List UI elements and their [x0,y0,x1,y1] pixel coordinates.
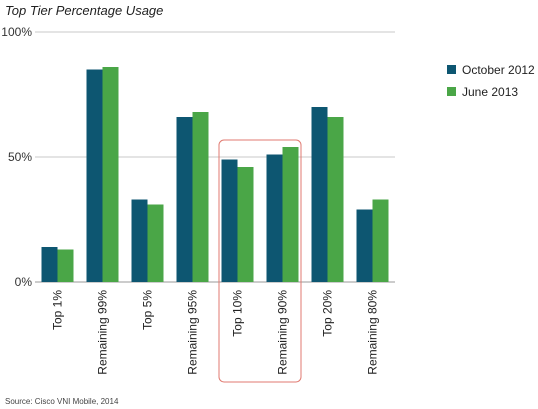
chart-title: Top Tier Percentage Usage [5,3,164,18]
bar [192,112,209,282]
bar [131,199,148,282]
x-tick-label: Top 1% [51,290,65,330]
bar [102,67,119,282]
bar [221,159,238,282]
legend-label-june-2013: June 2013 [462,84,519,99]
bar [266,154,283,282]
legend-label-october-2012: October 2012 [462,62,535,77]
highlight-box [218,139,302,383]
bar [356,209,373,282]
legend-item-october-2012: October 2012 [447,61,535,78]
x-tick-label: Remaining 99% [96,290,110,375]
legend-item-june-2013: June 2013 [447,83,535,100]
x-tick-label: Remaining 90% [276,290,290,375]
legend-swatch-june-2013 [447,87,456,96]
bar [176,117,193,282]
legend: October 2012 June 2013 [447,61,535,105]
bar [86,69,103,282]
y-tick-label: 50% [8,150,32,164]
highlight-box-layer [218,139,302,383]
x-tick-label: Top 10% [231,290,245,337]
x-tick-label: Top 20% [321,290,335,337]
axis-labels: 0% 50% 100% Top 1% Remaining 99% Top 5% Remain… [1,25,379,375]
bar [41,247,58,282]
y-tick-label: 100% [1,25,32,39]
bar [57,249,74,282]
y-tick-label: 0% [15,275,33,289]
bar [147,204,164,282]
bar [311,107,328,282]
source-note: Source: Cisco VNI Mobile, 2014 [5,397,119,406]
bar [327,117,344,282]
x-tick-label: Remaining 80% [366,290,380,375]
bar [282,147,299,282]
bar [237,167,254,282]
x-tick-label: Top 5% [141,290,155,330]
legend-swatch-october-2012 [447,65,456,74]
x-tick-label: Remaining 95% [186,290,200,375]
bars [41,67,389,282]
bar [372,199,389,282]
